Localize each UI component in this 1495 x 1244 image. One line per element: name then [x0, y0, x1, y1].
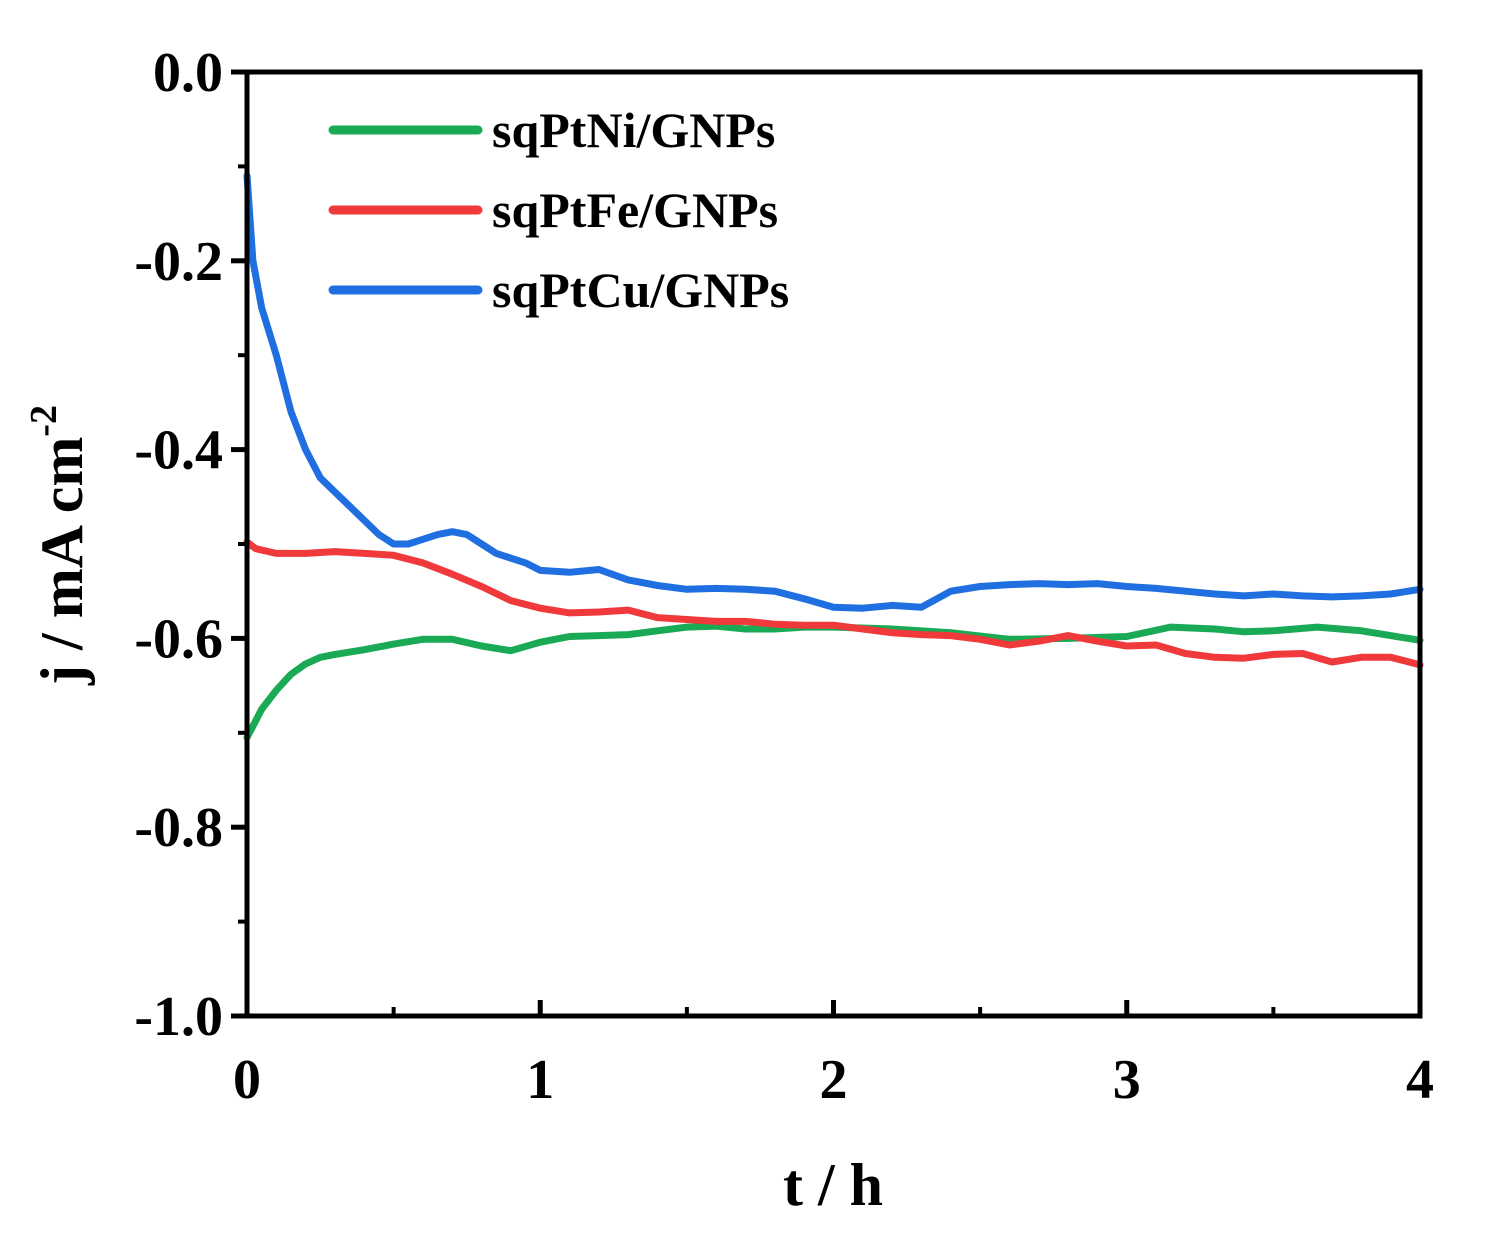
y-tick-label: 0.0 [153, 42, 223, 104]
y-tick-label: -1.0 [134, 986, 223, 1048]
legend-label-2: sqPtFe/GNPs [492, 182, 778, 238]
series-line-3 [243, 172, 1424, 612]
x-tick-label: 0 [233, 1049, 261, 1111]
x-tick-label: 1 [526, 1049, 554, 1111]
x-axis-title: t / h [783, 1152, 883, 1218]
y-tick-label: -0.8 [134, 797, 223, 859]
legend-label-3: sqPtCu/GNPs [492, 262, 789, 318]
y-tick-label: -0.6 [134, 608, 223, 670]
series-line-2 [243, 538, 1424, 669]
y-axis-title-group: j / mA cm-2 [23, 405, 95, 686]
x-tick-label: 2 [820, 1049, 848, 1111]
y-axis-title-main: j / mA cm [29, 437, 95, 686]
series-layer [243, 172, 1424, 741]
legend: sqPtNi/GNPs sqPtFe/GNPs sqPtCu/GNPs [328, 102, 789, 318]
y-tick-label: -0.4 [134, 420, 223, 482]
ticks-layer: 0 1 2 3 4 0.0 -0.2 -0.4 -0.6 -0.8 -1.0 [134, 42, 1434, 1111]
y-axis-title-superscript: -2 [23, 405, 65, 437]
series-line-1 [243, 622, 1424, 741]
legend-label-1: sqPtNi/GNPs [492, 102, 775, 158]
y-axis-title: j / mA cm-2 [23, 405, 95, 686]
x-tick-label: 3 [1113, 1049, 1141, 1111]
x-tick-label: 4 [1406, 1049, 1434, 1111]
y-tick-label: -0.2 [134, 231, 223, 293]
